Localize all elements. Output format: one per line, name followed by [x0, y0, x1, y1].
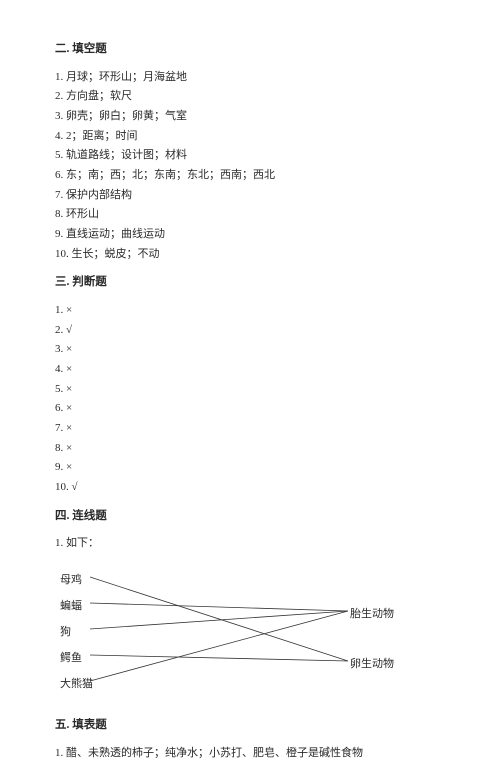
judge-list: 1. × 2. √ 3. × 4. × 5. × 6. × 7. × 8. × … [55, 301, 445, 497]
list-item: 3. 卵壳；卵白；卵黄；气室 [55, 107, 445, 126]
list-item: 6. 东；南；西；北；东南；东北；西南；西北 [55, 166, 445, 185]
list-item: 9. 直线运动；曲线运动 [55, 225, 445, 244]
section-title-fill-table: 五. 填表题 [55, 716, 445, 736]
list-item: 4. × [55, 360, 445, 379]
match-intro: 1. 如下： [55, 534, 445, 553]
list-item: 3. × [55, 340, 445, 359]
list-item: 1. × [55, 301, 445, 320]
match-left-label: 大熊猫 [60, 675, 93, 694]
list-item: 10. √ [55, 478, 445, 497]
list-item: 7. 保护内部结构 [55, 186, 445, 205]
list-item: 1. 醋、未熟透的柿子；纯净水；小苏打、肥皂、橙子是碱性食物 [55, 744, 445, 763]
fill-table-list: 1. 醋、未熟透的柿子；纯净水；小苏打、肥皂、橙子是碱性食物 [55, 744, 445, 763]
list-item: 10. 生长；蜕皮；不动 [55, 245, 445, 264]
list-item: 2. √ [55, 321, 445, 340]
section-title-match: 四. 连线题 [55, 507, 445, 527]
match-left-label: 母鸡 [60, 571, 82, 590]
list-item: 6. × [55, 399, 445, 418]
list-item: 4. 2；距离；时间 [55, 127, 445, 146]
match-diagram: 母鸡蝙蝠狗鳄鱼大熊猫 胎生动物卵生动物 [50, 561, 410, 701]
list-item: 9. × [55, 458, 445, 477]
match-left-label: 狗 [60, 623, 71, 642]
match-left-label: 蝙蝠 [60, 597, 82, 616]
list-item: 7. × [55, 419, 445, 438]
list-item: 2. 方向盘；软尺 [55, 87, 445, 106]
match-right-label: 胎生动物 [350, 605, 394, 624]
list-item: 5. × [55, 380, 445, 399]
list-item: 1. 月球；环形山；月海盆地 [55, 68, 445, 87]
section-title-judge: 三. 判断题 [55, 273, 445, 293]
list-item: 8. 环形山 [55, 205, 445, 224]
match-left-label: 鳄鱼 [60, 649, 82, 668]
match-right-label: 卵生动物 [350, 655, 394, 674]
list-item: 5. 轨道路线；设计图；材料 [55, 146, 445, 165]
page-content: 二. 填空题 1. 月球；环形山；月海盆地 2. 方向盘；软尺 3. 卵壳；卵白… [0, 0, 500, 783]
list-item: 8. × [55, 439, 445, 458]
section-title-fill-blank: 二. 填空题 [55, 40, 445, 60]
fill-blank-list: 1. 月球；环形山；月海盆地 2. 方向盘；软尺 3. 卵壳；卵白；卵黄；气室 … [55, 68, 445, 264]
